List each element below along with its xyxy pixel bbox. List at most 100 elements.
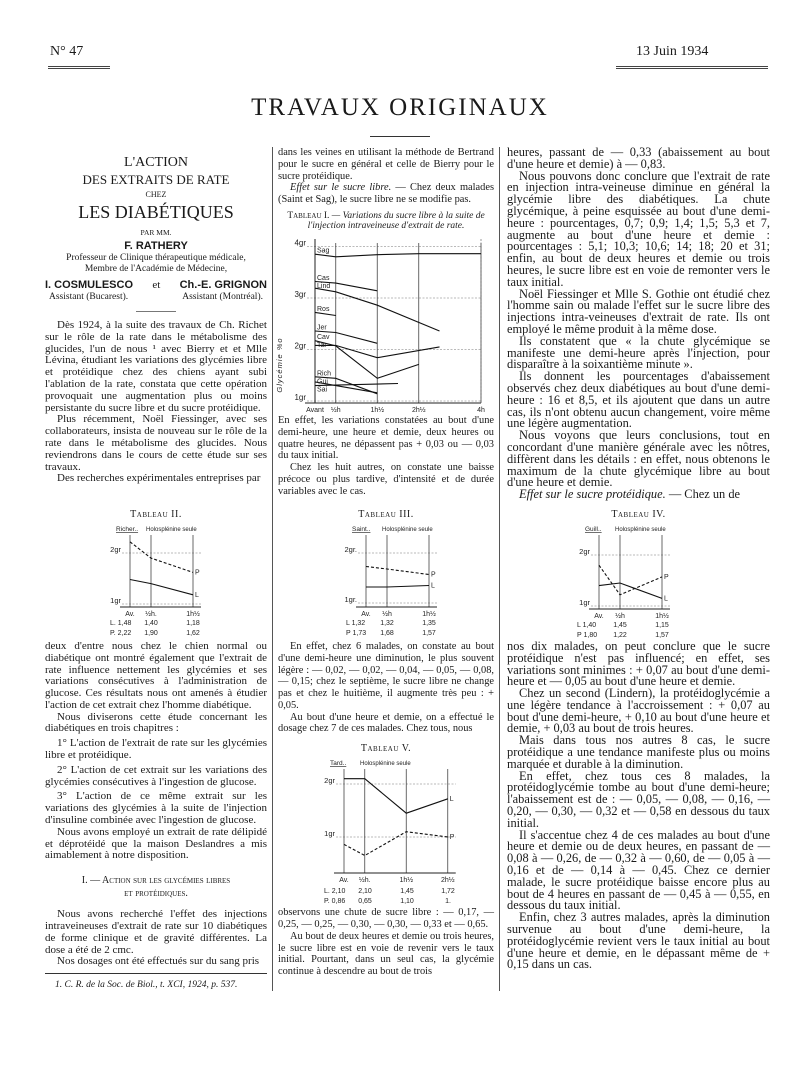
paragraph-text: Noël Fiessinger et Mlle S. Gothie ont ét… [507, 286, 770, 336]
series-label: Lind [317, 283, 330, 290]
paragraphs: observons une chute de sucre libre : — 0… [278, 907, 494, 978]
y-tick-label: 1gr [110, 596, 121, 605]
paragraph: Nous diviserons cette étude concernant l… [45, 710, 267, 736]
value-cell: 1,10 [400, 898, 414, 905]
paragraph: Nous voyons que leurs conclusions, tout … [507, 428, 770, 490]
paragraph: Dès 1924, à la suite des travaux de Ch. … [45, 319, 267, 414]
paragraphs: En effet, chez 6 malades, on constate au… [278, 641, 494, 735]
paragraph-text: Nous pouvons donc conclure que l'extrait… [507, 168, 770, 289]
paragraph-text: Nous avons employé un extrait de rate dé… [45, 825, 267, 862]
paragraph-text: 1° L'action de l'extrait de rate sur les… [45, 737, 267, 762]
value-cell: P 1,73 [346, 630, 366, 637]
paragraph-text: dans les veines en utilisant la méthode … [278, 147, 494, 182]
author-affiliation: Assistant (Montréal). [182, 292, 263, 302]
series-line-tar [315, 344, 440, 359]
series-line-lind [314, 287, 440, 332]
value-cell: 1,57 [655, 632, 669, 639]
paragraph: 3° L'action de ce même extrait sur les v… [45, 791, 267, 826]
series-line-sag [314, 253, 481, 258]
bottom-row: deux d'entre nous chez le chien normal o… [45, 640, 770, 992]
x-tick-label: ½h [382, 610, 392, 618]
section-heading-line: et protéidiques. [124, 888, 188, 900]
x-tick-label: Av. [594, 613, 604, 620]
paragraph: Des recherches expérimentales entreprise… [45, 472, 267, 485]
author-name: F. RATHERY [124, 240, 188, 252]
paragraph-text: Des recherches expérimentales entreprise… [57, 472, 261, 485]
paragraph-text: Au bout d'une heure et demie, on a effec… [278, 711, 494, 735]
paragraphs: En effet, les variations constatées au b… [278, 415, 494, 498]
patient-name: Richer.. [116, 526, 138, 533]
paragraph-text: Nous avons recherché l'effet des injecti… [45, 908, 267, 956]
paragraph-text: observons une chute de sucre libre : — 0… [278, 907, 494, 931]
series-line-l [344, 778, 448, 815]
y-tick-label: 1gr [579, 598, 590, 607]
paragraph: heures, passant de — 0,33 (abaissement a… [507, 145, 770, 171]
patient-name: Guill.. [585, 526, 602, 533]
left-column-bottom: deux d'entre nous chez le chien normal o… [45, 640, 267, 991]
title-rule [370, 136, 430, 137]
series-label: L [431, 582, 435, 589]
paragraph: Mais dans tous nos autres 8 cas, le sucr… [507, 734, 770, 770]
paragraphs: heures, passant de — 0,33 (abaissement a… [507, 145, 770, 502]
left-column-top: L'ACTION DES EXTRAITS DE RATE CHEZ LES D… [45, 147, 267, 501]
paragraph: Nous avons employé un extrait de rate dé… [45, 825, 267, 862]
paragraph: Au bout de deux heures et demie ou trois… [278, 931, 494, 978]
paragraph-text: Au bout de deux heures et demie ou trois… [278, 930, 494, 978]
paragraphs: deux d'entre nous chez le chien normal o… [45, 640, 267, 862]
x-tick-label: 4h [477, 407, 485, 414]
x-tick-label: 1h½ [422, 610, 436, 618]
series-label: Gui [317, 378, 328, 385]
article-heading: L'ACTION DES EXTRAITS DE RATE CHEZ LES D… [45, 147, 267, 312]
series-line-l [366, 584, 430, 588]
paragraph-text: Il s'accentue chez 4 de ces malades au b… [507, 827, 770, 913]
value-cell: 1,72 [441, 888, 455, 895]
paragraph: nos dix malades, on peut conclure que le… [507, 640, 770, 688]
middle-column-top: dans les veines en utilisant la méthode … [272, 147, 494, 501]
chart-subtitle: Holosplénine seule [382, 527, 433, 533]
paragraph-text: heures, passant de — 0,33 (abaissement a… [507, 145, 770, 171]
series-line-p [343, 831, 448, 857]
paragraph: En effet, chez tous ces 8 malades, la pr… [507, 769, 770, 830]
paragraph: Nous pouvons donc conclure que l'extrait… [507, 168, 770, 289]
byline-par: PAR MM. [140, 228, 172, 237]
x-tick-label: 2h½ [441, 876, 455, 884]
y-tick-label: 1gr. [344, 595, 357, 604]
issue-date: 13 Juin 1934 [636, 44, 709, 59]
series-label: P [195, 569, 200, 576]
series-label: L [450, 796, 454, 803]
right-column-top: heures, passant de — 0,33 (abaissement a… [499, 145, 770, 502]
author-affiliation: Membre de l'Académie de Médecine, [84, 263, 228, 274]
y-tick-label: 4gr [294, 238, 306, 247]
paragraph-text: Nous diviserons cette étude concernant l… [45, 710, 267, 735]
patient-name: Saint.. [352, 526, 371, 533]
section-heading-line: I. — Action sur les glycémies libres [81, 875, 231, 887]
paragraphs: dans les veines en utilisant la méthode … [278, 147, 494, 206]
series-label: Sag [317, 248, 330, 255]
paragraph: Enfin, chez 3 autres malades, après la d… [507, 911, 770, 971]
series-label: Ros [317, 306, 330, 313]
x-tick-label: ½h. [359, 876, 371, 884]
paragraph-text: Nous voyons que leurs conclusions, tout … [507, 428, 770, 490]
section-heading: I. — Action sur les glycémies libres et … [45, 874, 267, 900]
x-tick-label: ½h [615, 612, 625, 620]
value-cell: 1,40 [144, 620, 158, 627]
paragraph: Nos dosages ont été effectués sur du san… [45, 956, 267, 968]
paragraph: 2° L'action de cet extrait sur les varia… [45, 764, 267, 789]
conjunction: et [152, 279, 161, 291]
value-cell: 1,62 [186, 630, 200, 637]
tableau4-chart: 2gr 1gr Av. ½h 1h½ Guill.. Holosplénine seule L… [577, 526, 670, 639]
series-line-p [129, 541, 194, 573]
tableau2-cell: Tableau II. 2gr 1gr Av. ½h. 1h½ Richer.. Holos… [45, 501, 267, 641]
x-tick-label: Av. [125, 611, 135, 618]
author-affiliation: Professeur de Clinique thérapeutique méd… [66, 253, 246, 263]
series-label: P [431, 571, 436, 578]
x-tick-label: Avant [306, 407, 324, 414]
value-cell: L. 2,10 [324, 888, 346, 895]
series-label: L [195, 592, 199, 599]
y-tick-label: 3gr [294, 290, 306, 299]
series-line-rich [314, 376, 378, 395]
paragraph-text: — Chez un de [665, 487, 741, 502]
author-affiliation: Assistant (Bucarest). [49, 292, 129, 302]
y-tick-label: 2gr [579, 547, 590, 556]
